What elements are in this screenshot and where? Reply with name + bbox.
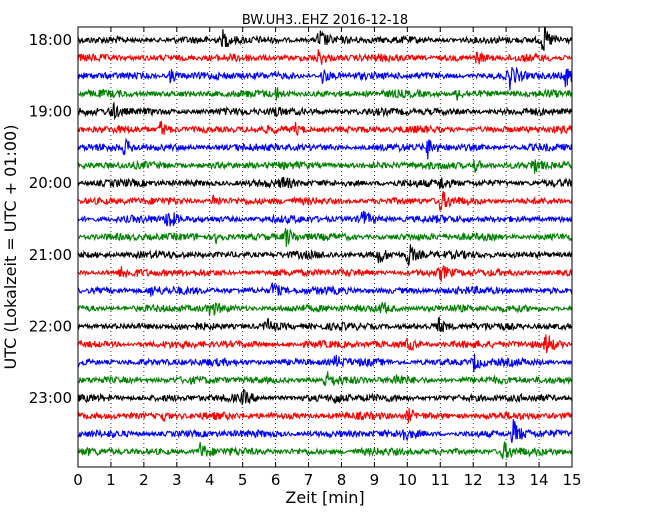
x-axis-label: Zeit [min] [285, 488, 364, 507]
chart-title: BW.UH3..EHZ 2016-12-18 [242, 13, 408, 28]
x-tick-label-0: 0 [73, 471, 83, 489]
x-tick-label-8: 8 [337, 471, 347, 489]
trace-row-20:15 [77, 190, 573, 211]
x-tick-label-15: 15 [562, 471, 581, 489]
plot-area [78, 27, 572, 467]
y-tick-label-19:00: 19:00 [29, 103, 72, 121]
y-tick-label-20:00: 20:00 [29, 174, 72, 192]
x-tick-label-5: 5 [238, 471, 248, 489]
y-tick-label-21:00: 21:00 [29, 246, 72, 264]
y-axis-ticks: 18:00 19:00 20:00 21:00 22:00 23:00 [29, 31, 572, 407]
x-tick-label-9: 9 [370, 471, 380, 489]
x-tick-label-1: 1 [106, 471, 116, 489]
trace-row-21:15 [77, 265, 573, 282]
trace-row-20:45 [77, 228, 573, 248]
y-tick-label-18:00: 18:00 [29, 31, 72, 49]
y-tick-label-22:00: 22:00 [29, 317, 72, 335]
trace-row-21:45 [77, 301, 573, 316]
x-tick-label-13: 13 [497, 471, 516, 489]
trace-row-18:15 [77, 49, 573, 65]
trace-row-21:30 [77, 282, 573, 297]
trace-row-22:45 [77, 371, 573, 387]
trace-row-19:30 [77, 137, 573, 160]
x-tick-label-14: 14 [530, 471, 549, 489]
trace-row-18:00 [77, 26, 573, 51]
trace-row-22:15 [77, 334, 573, 354]
x-tick-label-2: 2 [139, 471, 149, 489]
plot-frame [77, 26, 573, 468]
trace-row-19:00 [77, 101, 573, 121]
y-tick-label-23:00: 23:00 [29, 389, 72, 407]
trace-row-22:30 [77, 353, 572, 373]
trace-row-19:45 [77, 159, 573, 174]
y-axis-label: UTC (Lokalzeit = UTC + 01:00) [1, 125, 20, 370]
vertical-grid-lines [110, 27, 540, 467]
trace-row-23:00 [77, 388, 573, 406]
trace-row-23:30 [77, 418, 573, 443]
x-tick-label-11: 11 [431, 471, 450, 489]
trace-row-18:30 [77, 66, 573, 91]
trace-row-23:15 [77, 407, 573, 424]
x-tick-label-12: 12 [464, 471, 483, 489]
trace-row-20:30 [77, 210, 573, 227]
trace-row-19:15 [77, 120, 573, 136]
trace-row-23:45 [77, 441, 573, 460]
trace-row-18:45 [77, 87, 573, 101]
x-tick-label-7: 7 [304, 471, 314, 489]
x-axis-ticks: 0 1 2 3 4 5 6 7 8 9 10 11 12 13 14 15 [73, 27, 582, 489]
x-tick-label-3: 3 [172, 471, 182, 489]
trace-row-20:00 [77, 176, 573, 190]
x-tick-label-4: 4 [205, 471, 215, 489]
seismic-traces [77, 26, 573, 460]
trace-row-22:00 [77, 316, 572, 333]
trace-row-21:00 [77, 244, 573, 267]
x-tick-label-6: 6 [271, 471, 281, 489]
x-tick-label-10: 10 [398, 471, 417, 489]
